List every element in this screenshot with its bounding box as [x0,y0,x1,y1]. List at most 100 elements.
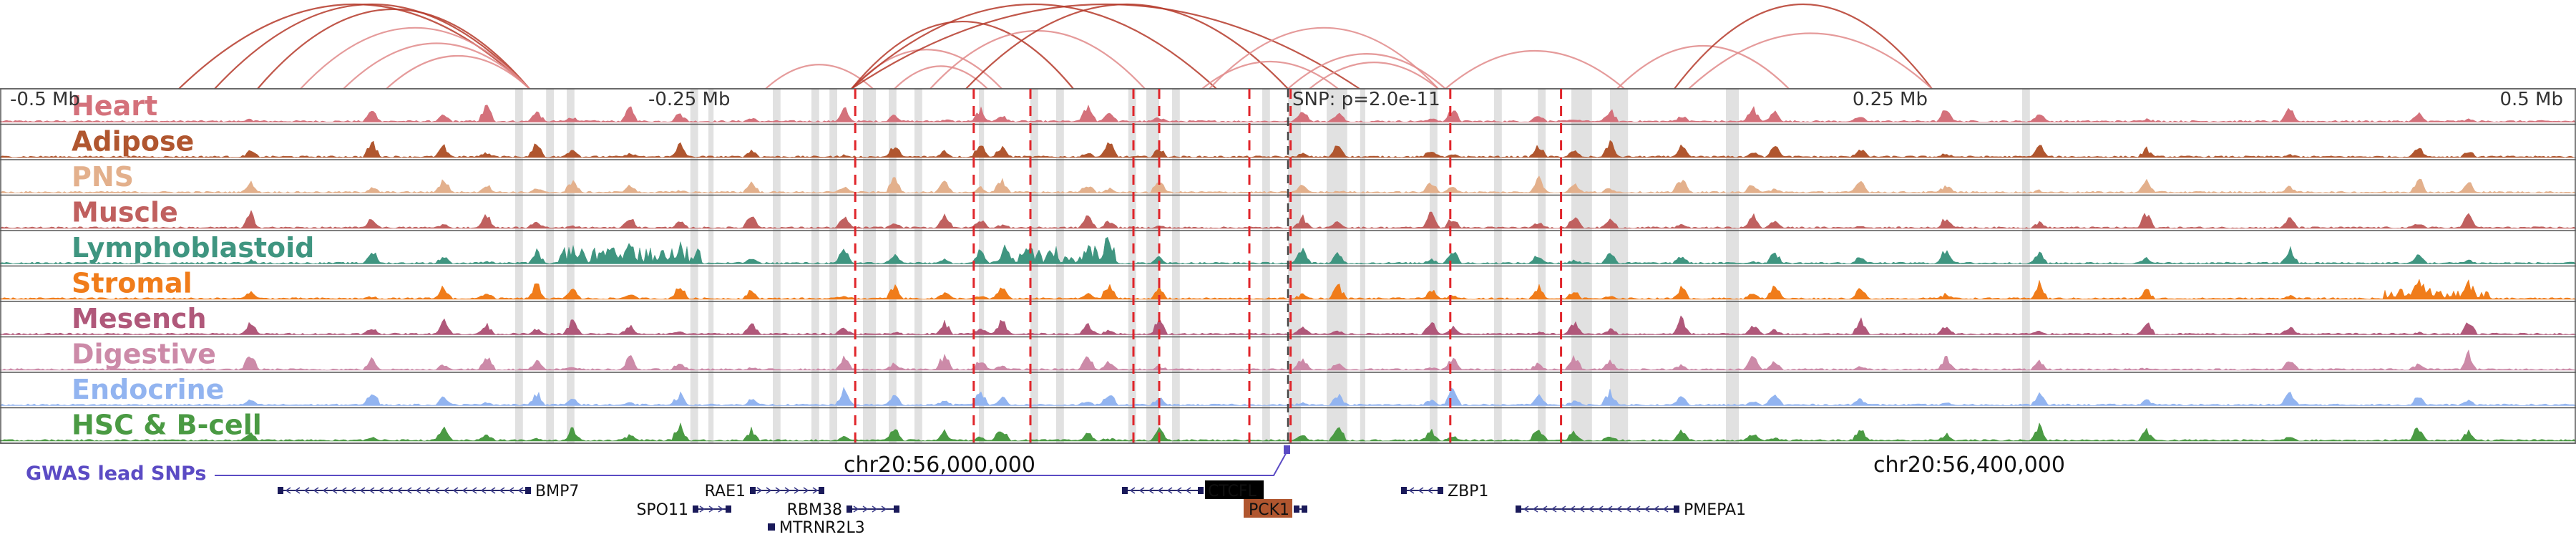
strand-arrow [369,487,375,494]
strand-arrow [1523,505,1529,513]
strand-arrow [1579,505,1585,513]
strand-arrow [415,487,421,494]
dashed-marker-lines [854,89,1563,443]
loop-arc [1209,26,1439,90]
strand-arrow [331,487,338,494]
loop-arc [1201,60,1339,90]
gene-exon [1438,487,1443,494]
strand-arrow [313,487,319,494]
strand-arrow [708,505,715,513]
gene-exon [278,487,283,494]
gene-exon [693,505,698,513]
strand-arrow [1662,505,1669,513]
gene-exon [1401,487,1407,494]
strand-arrow [406,487,412,494]
strand-arrow [480,487,487,494]
position-label: -0.25 Mb [648,89,730,110]
strand-arrow [1588,505,1594,513]
strand-arrow [396,487,403,494]
strand-arrow [452,487,459,494]
gene-exon [769,523,775,531]
strand-arrow [766,487,772,494]
gene-exon [1516,505,1521,513]
strand-arrow [812,487,819,494]
strand-arrow [359,487,366,494]
strand-arrow [1166,487,1173,494]
loop-arc [894,65,988,90]
gene-label: CTCFL [1208,483,1257,500]
track-label: Digestive [72,339,216,370]
gene-exon [894,505,899,513]
gene-exon [1294,505,1299,513]
strand-arrow [1418,487,1424,494]
strand-arrow [341,487,347,494]
loop-arc [930,29,1146,90]
strand-arrow [1644,505,1650,513]
strand-arrow [1653,505,1659,513]
strand-arrow [489,487,496,494]
gwas-label: GWAS lead SNPs [26,463,206,485]
strand-arrow [1569,505,1576,513]
strand-arrow [471,487,477,494]
track-label: Mesench [72,303,207,334]
strand-arrow [1606,505,1613,513]
strand-arrow [1157,487,1163,494]
strand-arrow [322,487,328,494]
strand-arrow [1176,487,1182,494]
position-axis-labels: -0.5 Mb -0.25 Mb SNP: p=2.0e-11 0.25 Mb 0.5 … [10,89,2563,110]
gene-exon [1674,505,1679,513]
gene-label: RAE1 [705,483,746,500]
loop-arc [1674,4,1933,90]
strand-arrow [294,487,301,494]
gene-label: SPO11 [636,501,688,519]
coordinate-label: chr20:56,400,000 [1873,453,2065,478]
strand-arrow [775,487,781,494]
gene-label: BMP7 [535,483,579,500]
strand-arrow [517,487,524,494]
strand-arrow [303,487,310,494]
loop-arc [851,21,1074,90]
strand-arrow [794,487,800,494]
track-signal [0,279,2576,300]
coordinate-label: chr20:56,000,000 [844,453,1035,478]
strand-arrow [462,487,468,494]
gene-label: ZBP1 [1448,483,1488,500]
strand-arrow [1148,487,1154,494]
position-label: -0.5 Mb [10,89,80,110]
strand-arrow [1551,505,1557,513]
strand-arrow [1129,487,1136,494]
track-signal [0,140,2576,158]
strand-arrow [1408,487,1415,494]
loop-arc [1309,62,1439,90]
track-label: HSC & B-cell [72,410,262,441]
loop-arc [1445,49,1625,90]
chromatin-loop-arcs [178,3,1933,90]
gene-exon [847,505,852,513]
strand-arrow [862,505,869,513]
strand-arrow [434,487,440,494]
loop-arc [343,42,530,90]
strand-arrow [699,505,706,513]
gene-label: PMEPA1 [1684,501,1746,519]
strand-arrow [1634,505,1641,513]
gene-exon [726,505,731,513]
genomic-coordinate-labels: chr20:56,000,000 chr20:56,400,000 [844,453,2065,478]
gene-exon [819,487,824,494]
loop-arc [965,4,1289,90]
strand-arrow [853,505,859,513]
gwas-connector [215,449,1289,476]
strand-arrow [499,487,505,494]
loop-arc [178,4,530,90]
strand-arrow [872,505,878,513]
track-label: Lymphoblastoid [72,232,314,263]
gene-label: PCK1 [1249,501,1289,519]
loop-arc [257,9,530,90]
strand-arrow [1616,505,1622,513]
strand-arrow [387,487,394,494]
loop-arc [300,26,530,90]
strand-arrow [285,487,291,494]
strand-arrow [803,487,809,494]
gene-highlight-box [1205,480,1264,499]
gene-exon [1122,487,1128,494]
